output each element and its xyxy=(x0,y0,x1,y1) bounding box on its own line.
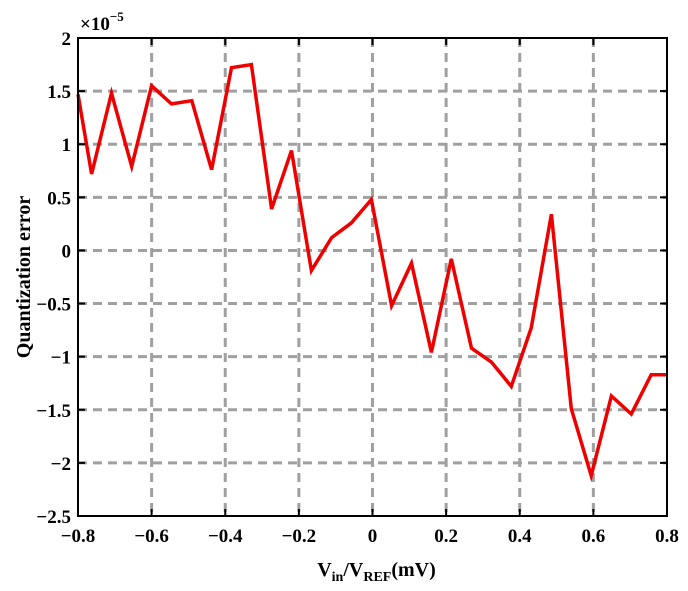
y-tick-label: 0 xyxy=(62,241,72,262)
x-tick-label: −0.6 xyxy=(134,526,169,547)
series-layer xyxy=(76,62,667,483)
series-line xyxy=(76,62,667,483)
grid xyxy=(78,38,667,516)
x-tick-label: 0.6 xyxy=(582,526,606,547)
y-tick-label: 1.5 xyxy=(47,82,71,103)
tick-labels: −0.8 −0.6 −0.4 −0.2 0 0.2 0.4 0.6 0.8 2 1.5 1 0.5 0 −0… xyxy=(36,29,678,547)
y-tick-label: −1.5 xyxy=(36,401,71,422)
y-tick-label: 2 xyxy=(62,29,72,50)
y-tick-label: −2 xyxy=(51,454,71,475)
y-tick-label: 0.5 xyxy=(47,188,71,209)
y-tick-label: −2.5 xyxy=(36,507,71,528)
axis-ticks xyxy=(77,37,668,517)
y-tick-label: −1 xyxy=(51,348,71,369)
y-axis-title: Quantization error xyxy=(13,196,35,359)
x-axis-title: Vin/VREF(mV) xyxy=(317,559,436,585)
x-tick-label: −0.4 xyxy=(208,526,243,547)
x-tick-label: −0.2 xyxy=(282,526,317,547)
x-tick-label: 0.4 xyxy=(508,526,532,547)
x-tick-label: 0.2 xyxy=(434,526,458,547)
y-axis-exponent: ×10−5 xyxy=(80,9,124,35)
x-tick-label: 0 xyxy=(368,526,378,547)
y-tick-label: −0.5 xyxy=(36,295,71,316)
x-tick-label: −0.8 xyxy=(61,526,96,547)
x-tick-label: 0.8 xyxy=(655,526,679,547)
y-tick-label: 1 xyxy=(62,135,72,156)
